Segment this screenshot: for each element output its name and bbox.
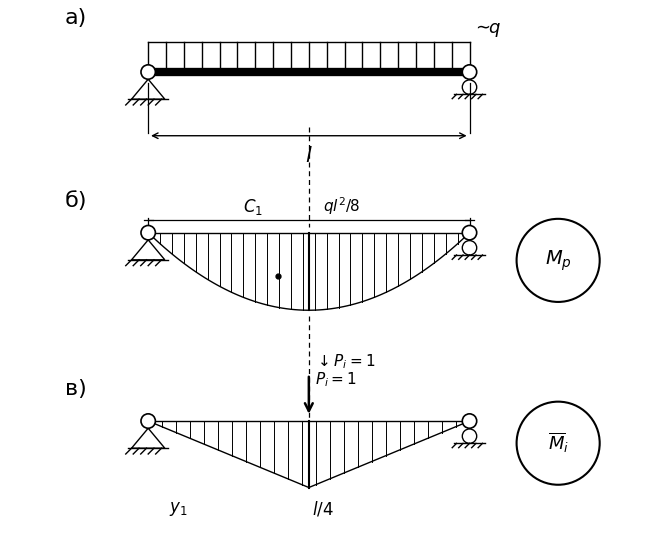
Circle shape bbox=[141, 225, 156, 240]
Circle shape bbox=[462, 414, 477, 428]
Circle shape bbox=[462, 225, 477, 240]
Circle shape bbox=[462, 65, 477, 79]
Text: $P_i{=}1$: $P_i{=}1$ bbox=[316, 370, 357, 389]
Circle shape bbox=[141, 65, 156, 79]
Text: $M_p$: $M_p$ bbox=[545, 248, 571, 273]
Text: б): б) bbox=[65, 191, 87, 211]
Text: $\sim\!\!q$: $\sim\!\!q$ bbox=[472, 21, 501, 39]
Text: $ql^2/8$: $ql^2/8$ bbox=[322, 196, 360, 217]
Text: а): а) bbox=[65, 8, 87, 28]
Circle shape bbox=[141, 414, 156, 428]
Text: $l$: $l$ bbox=[305, 146, 312, 166]
Text: $\downarrow P_i{=}1$: $\downarrow P_i{=}1$ bbox=[316, 352, 376, 371]
Text: $l/4$: $l/4$ bbox=[312, 500, 334, 519]
Text: $y_1$: $y_1$ bbox=[169, 500, 188, 517]
Text: $\overline{M}_i$: $\overline{M}_i$ bbox=[547, 431, 569, 455]
Text: $C_1$: $C_1$ bbox=[244, 197, 263, 217]
Text: в): в) bbox=[65, 379, 87, 399]
